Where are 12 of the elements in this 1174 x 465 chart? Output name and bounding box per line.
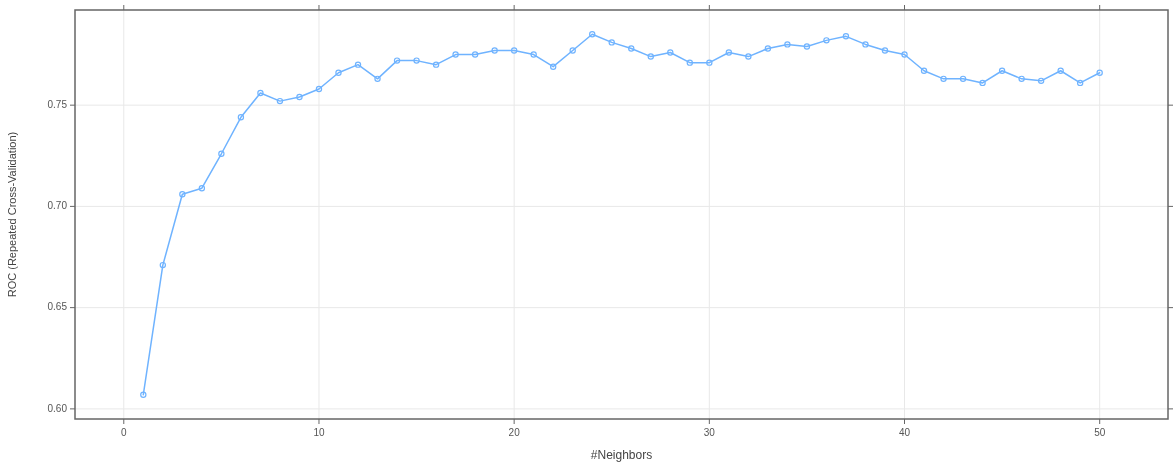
- y-tick-label: 0.65: [47, 301, 68, 313]
- x-tick-label: 0: [121, 427, 128, 438]
- y-tick-label: 0.60: [47, 402, 68, 414]
- x-tick-label: 10: [313, 427, 325, 438]
- x-axis-title: #Neighbors: [590, 448, 653, 462]
- x-tick-label: 50: [1094, 427, 1106, 438]
- x-tick-label: 40: [898, 427, 911, 438]
- x-tick-label: 20: [508, 427, 521, 438]
- y-tick-label: 0.70: [47, 200, 68, 212]
- y-tick-label: 0.75: [47, 98, 68, 110]
- y-axis-title: ROC (Repeated Cross-Validation): [6, 131, 18, 298]
- x-tick-label: 30: [703, 427, 716, 438]
